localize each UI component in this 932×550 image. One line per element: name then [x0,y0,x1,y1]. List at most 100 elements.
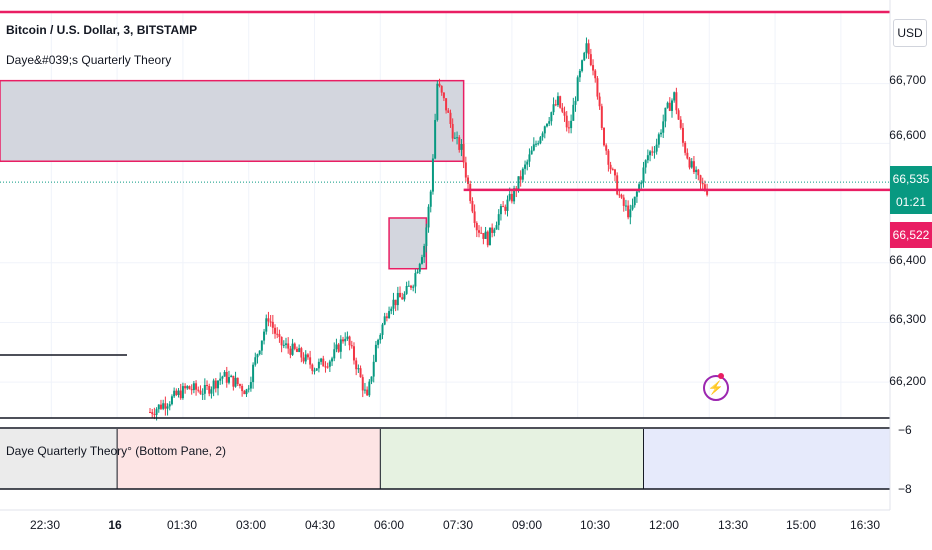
currency-button[interactable]: USD [893,19,927,47]
candle-body [153,414,156,416]
candle-body [561,107,564,112]
candle-body [188,386,191,390]
candle-body [434,119,437,159]
x-tick-label: 13:30 [717,518,749,532]
candle-body [646,155,649,161]
candle-body [157,404,160,410]
lightning-alert-icon[interactable]: ⚡ [703,375,729,401]
candle-body [374,344,377,362]
candle-body [644,160,647,168]
indicator-name[interactable]: Daye&#039;s Quarterly Theory [6,53,172,67]
candle-body [247,388,250,390]
candle-body [526,161,529,165]
candle-body [675,92,678,111]
y-tick-label: 66,400 [889,253,926,267]
candle-body [488,227,491,246]
candle-body [401,297,404,300]
candle-body [280,336,283,346]
candle-body [265,318,268,332]
candle-body [605,145,608,151]
candle-body [456,137,459,139]
candle-body [657,134,660,145]
candle-body [706,190,709,195]
candle-body [673,92,676,101]
quarter-boxes [0,79,465,270]
candle-body [425,227,428,247]
candle-body [631,205,634,210]
candle-body [199,390,202,394]
candle-body [192,383,195,391]
candle-body [263,331,266,341]
candle-body [175,390,178,395]
candle-body [532,144,535,151]
candle-body [420,257,423,264]
candle-body [502,206,505,208]
candle-body [686,152,689,159]
candle-body [624,205,627,207]
candle-body [477,230,480,233]
candle-body [640,182,643,185]
pane-tick-label: −6 [898,423,912,437]
candle-body [370,376,373,382]
candle-body [223,371,226,377]
candle-body [670,100,673,111]
candle-body [701,182,704,185]
candle-body [592,65,595,71]
candle-body [379,334,382,340]
candle-body [278,334,281,337]
candle-body [155,409,158,415]
candle-body [363,389,366,391]
x-tick-label: 09:00 [511,518,543,532]
candles [149,37,709,421]
candle-body [206,384,209,387]
candle-body [271,321,274,328]
candle-body [151,412,154,415]
candle-body [633,196,636,206]
bottom-pane-label[interactable]: Daye Quarterly Theory° (Bottom Pane, 2) [6,444,227,458]
x-tick-label: 10:30 [579,518,611,532]
candle-body [535,143,538,145]
candle-body [289,348,292,355]
candle-body [684,142,687,153]
x-tick-label: 01:30 [166,518,198,532]
candle-body [552,104,555,113]
symbol-title: Bitcoin / U.S. Dollar, 3, BITSTAMP [6,23,198,37]
candle-body [258,350,261,355]
candle-body [298,348,301,352]
candle-body [252,364,255,383]
candle-body [649,151,652,156]
candle-body [627,205,630,218]
candle-body [550,112,553,122]
candle-body [436,83,439,120]
candle-body [638,184,641,192]
candle-body [256,354,259,358]
candle-body [230,375,233,378]
candle-body [377,339,380,345]
candle-body [394,299,397,306]
candle-body [300,348,303,358]
candle-body [302,357,305,362]
candle-body [197,389,200,391]
alert-dot-icon [718,373,724,379]
candle-body [293,343,296,349]
candle-body [287,343,290,349]
candle-body [166,406,169,409]
candle-body [416,271,419,274]
candle-body [664,107,667,122]
candle-body [225,371,228,383]
candle-body [162,403,165,409]
reference-price-tag: 66,522 [890,222,932,248]
candle-body [173,390,176,397]
candle-body [620,194,623,198]
quarter-band [117,429,381,489]
candle-body [583,52,586,61]
candle-body [491,227,494,233]
candle-body [480,232,483,234]
candle-body [190,389,193,391]
quarter-band [380,429,644,489]
candle-body [221,376,224,379]
candle-body [274,327,277,334]
candle-body [651,151,654,153]
candle-body [331,358,334,362]
